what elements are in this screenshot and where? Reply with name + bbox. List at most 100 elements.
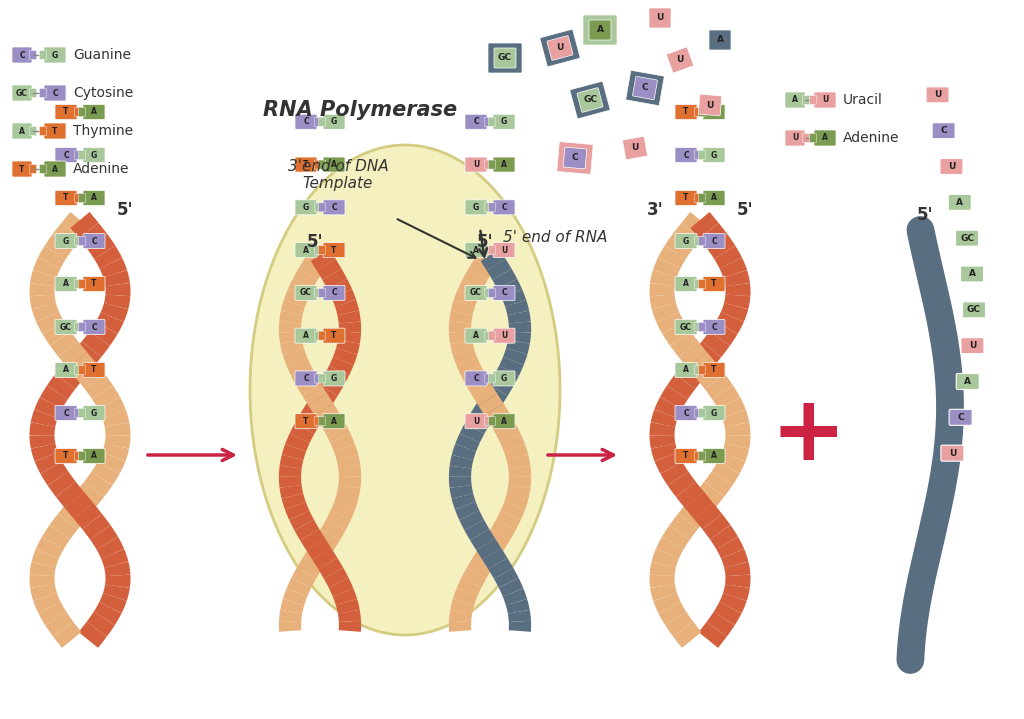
Text: U: U [969, 342, 976, 350]
FancyBboxPatch shape [12, 123, 32, 139]
Text: A: A [91, 193, 97, 203]
FancyBboxPatch shape [83, 449, 105, 464]
FancyBboxPatch shape [698, 280, 706, 288]
Text: C: C [473, 374, 479, 383]
Text: C: C [63, 150, 69, 160]
FancyBboxPatch shape [675, 362, 697, 377]
Text: A: A [331, 417, 337, 426]
FancyBboxPatch shape [493, 114, 515, 129]
Text: 5': 5' [916, 206, 933, 224]
Text: A: A [711, 108, 717, 116]
Text: C: C [571, 153, 579, 162]
Text: GC: GC [498, 53, 512, 63]
FancyBboxPatch shape [314, 117, 322, 127]
FancyBboxPatch shape [79, 452, 85, 460]
Text: G: G [711, 150, 717, 160]
FancyBboxPatch shape [675, 147, 697, 162]
FancyBboxPatch shape [961, 338, 984, 354]
FancyBboxPatch shape [295, 114, 317, 129]
Text: GC: GC [60, 323, 72, 331]
FancyBboxPatch shape [589, 20, 611, 40]
FancyBboxPatch shape [323, 285, 345, 301]
Text: C: C [712, 237, 717, 245]
FancyBboxPatch shape [703, 449, 725, 464]
FancyBboxPatch shape [30, 88, 37, 98]
FancyBboxPatch shape [626, 70, 665, 106]
FancyBboxPatch shape [79, 108, 85, 116]
FancyBboxPatch shape [75, 408, 82, 418]
FancyBboxPatch shape [694, 408, 701, 418]
Text: GC: GC [300, 288, 312, 298]
FancyBboxPatch shape [484, 246, 492, 255]
FancyBboxPatch shape [75, 193, 82, 203]
FancyBboxPatch shape [83, 147, 105, 162]
FancyBboxPatch shape [30, 50, 37, 60]
FancyBboxPatch shape [314, 331, 322, 340]
FancyBboxPatch shape [563, 147, 587, 169]
FancyBboxPatch shape [493, 157, 515, 172]
Text: A: A [331, 160, 337, 169]
Text: 3'end of DNA
Template: 3'end of DNA Template [288, 159, 388, 191]
Text: T: T [63, 452, 69, 460]
FancyBboxPatch shape [318, 417, 326, 426]
Text: G: G [501, 374, 507, 383]
FancyBboxPatch shape [12, 85, 32, 101]
FancyBboxPatch shape [75, 150, 82, 160]
FancyBboxPatch shape [83, 319, 105, 334]
FancyBboxPatch shape [79, 365, 85, 375]
FancyBboxPatch shape [493, 371, 515, 386]
Text: G: G [91, 150, 97, 160]
FancyBboxPatch shape [75, 365, 82, 375]
FancyBboxPatch shape [40, 50, 46, 60]
FancyBboxPatch shape [12, 161, 32, 177]
Text: A: A [597, 25, 603, 35]
FancyBboxPatch shape [675, 449, 697, 464]
Text: A: A [969, 270, 976, 278]
Text: GC: GC [680, 323, 692, 331]
FancyBboxPatch shape [55, 449, 77, 464]
FancyBboxPatch shape [488, 160, 496, 169]
FancyBboxPatch shape [694, 150, 701, 160]
FancyBboxPatch shape [488, 331, 496, 340]
FancyBboxPatch shape [40, 88, 46, 98]
FancyBboxPatch shape [810, 134, 816, 142]
Text: 5': 5' [736, 201, 754, 219]
Text: A: A [822, 134, 828, 142]
FancyBboxPatch shape [948, 194, 971, 211]
FancyBboxPatch shape [709, 30, 731, 50]
Text: A: A [501, 417, 507, 426]
Text: 3': 3' [646, 201, 664, 219]
FancyBboxPatch shape [314, 288, 322, 298]
FancyBboxPatch shape [55, 362, 77, 377]
FancyBboxPatch shape [488, 417, 496, 426]
FancyBboxPatch shape [465, 328, 487, 343]
FancyBboxPatch shape [318, 246, 326, 255]
FancyBboxPatch shape [675, 191, 697, 206]
Text: A: A [683, 280, 689, 288]
FancyBboxPatch shape [675, 104, 697, 119]
FancyBboxPatch shape [810, 96, 816, 104]
Text: U: U [948, 162, 955, 171]
Text: C: C [712, 323, 717, 331]
FancyBboxPatch shape [465, 285, 487, 301]
FancyBboxPatch shape [30, 127, 37, 135]
FancyBboxPatch shape [318, 117, 326, 127]
FancyBboxPatch shape [493, 242, 515, 257]
FancyBboxPatch shape [75, 108, 82, 116]
FancyBboxPatch shape [323, 242, 345, 257]
FancyBboxPatch shape [44, 161, 66, 177]
FancyBboxPatch shape [703, 147, 725, 162]
FancyBboxPatch shape [75, 452, 82, 460]
Text: 5': 5' [306, 233, 324, 251]
FancyBboxPatch shape [675, 277, 697, 291]
Text: C: C [303, 374, 309, 383]
FancyBboxPatch shape [323, 328, 345, 343]
FancyBboxPatch shape [75, 323, 82, 331]
FancyBboxPatch shape [488, 288, 496, 298]
FancyBboxPatch shape [75, 237, 82, 245]
Text: T: T [683, 452, 689, 460]
Text: G: G [62, 237, 70, 245]
FancyBboxPatch shape [295, 285, 317, 301]
FancyBboxPatch shape [465, 242, 487, 257]
Text: A: A [91, 108, 97, 116]
